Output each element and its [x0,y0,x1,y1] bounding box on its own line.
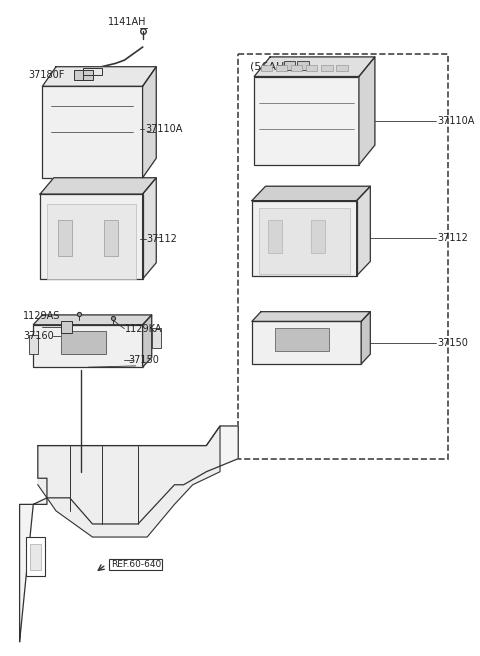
Polygon shape [143,315,152,367]
Polygon shape [33,315,152,325]
Text: 37112: 37112 [146,234,177,243]
Bar [276,65,288,72]
Bar [84,70,94,80]
Bar [259,209,350,274]
Text: 37110A: 37110A [438,115,475,125]
Bar [47,204,136,279]
Bar [254,77,359,165]
Text: 1129AS: 1129AS [23,311,60,321]
Text: (56AH): (56AH) [250,62,288,72]
Polygon shape [359,57,375,165]
Bar [252,201,357,276]
Polygon shape [252,312,371,321]
Polygon shape [40,178,156,194]
Bar [26,537,45,576]
Bar [311,220,325,253]
Bar [60,321,72,333]
Bar [29,335,38,354]
Bar [291,65,302,72]
Polygon shape [143,178,156,279]
Polygon shape [20,426,238,642]
Bar [42,87,143,178]
Bar [268,220,281,253]
Bar [275,328,329,351]
Polygon shape [42,67,156,87]
Text: 37180F: 37180F [29,70,65,79]
Bar [40,194,143,279]
Bar [321,65,333,72]
Text: 37150: 37150 [438,338,468,348]
Bar [306,65,317,72]
Bar [33,325,143,367]
Polygon shape [38,426,220,537]
Polygon shape [254,57,375,77]
Bar [152,328,161,348]
Bar [298,62,309,70]
Bar [336,65,348,72]
Bar [72,72,84,81]
Bar [59,220,72,256]
Bar [261,65,272,72]
Polygon shape [357,186,371,276]
Bar [60,331,106,354]
Text: 1129KA: 1129KA [125,323,163,334]
Text: 37150: 37150 [128,355,159,365]
Polygon shape [252,186,371,201]
Bar [84,68,102,75]
Bar [284,62,295,70]
Text: REF.60-640: REF.60-640 [111,560,161,569]
Polygon shape [361,312,371,364]
Polygon shape [143,67,156,178]
Text: 37160: 37160 [23,331,54,342]
Bar [74,70,84,80]
Text: 1141AH: 1141AH [108,17,147,28]
Bar [104,220,118,256]
Bar [30,544,41,569]
Bar [252,321,361,364]
Text: 37112: 37112 [438,233,468,243]
Text: 37110A: 37110A [145,124,182,134]
